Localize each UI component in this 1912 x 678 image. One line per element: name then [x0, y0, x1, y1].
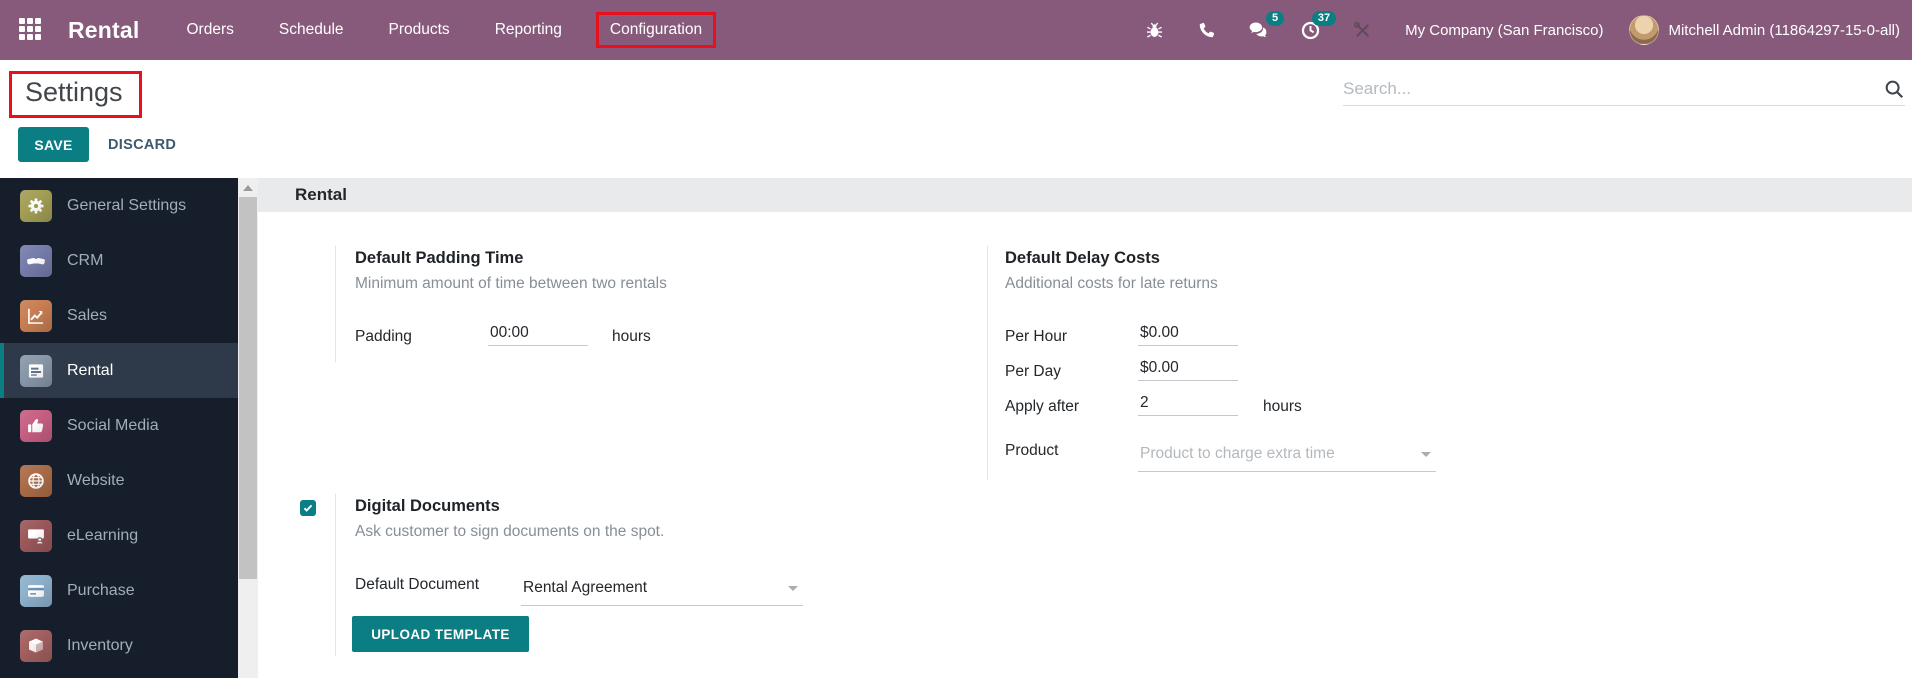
gear-icon	[20, 189, 52, 222]
bug-icon[interactable]	[1143, 19, 1165, 41]
sidebar-item-label: Purchase	[67, 581, 135, 599]
box-icon	[20, 629, 52, 662]
scroll-up-icon[interactable]	[243, 185, 253, 191]
avatar	[1629, 15, 1660, 45]
app-brand[interactable]: Rental	[68, 16, 140, 43]
section-title: Rental	[295, 185, 347, 204]
sidebar-item-label: Rental	[67, 361, 114, 379]
sidebar-item-sales[interactable]: Sales	[0, 288, 238, 343]
rental-card-icon	[20, 354, 52, 387]
product-label: Product	[1005, 442, 1059, 459]
sidebar-item-label: General Settings	[67, 196, 187, 214]
credit-card-icon	[20, 574, 52, 607]
upload-template-button[interactable]: UPLOAD TEMPLATE	[352, 616, 529, 652]
settings-title-annotation-box: Settings	[9, 71, 142, 118]
phone-icon[interactable]	[1195, 19, 1217, 41]
setting-box-border	[335, 246, 336, 362]
nav-item-products[interactable]: Products	[388, 21, 450, 38]
main-area: General Settings CRM Sales Rental Social…	[0, 178, 1912, 678]
user-menu[interactable]: Mitchell Admin (11864297-15-0-all)	[1629, 15, 1900, 45]
search-bar	[1343, 74, 1905, 106]
sidebar-item-label: Inventory	[67, 636, 133, 654]
default-document-select[interactable]: Rental Agreement	[521, 576, 803, 606]
globe-icon	[20, 464, 52, 497]
page-title: Settings	[25, 77, 123, 107]
scrollbar-thumb[interactable]	[239, 197, 257, 579]
messages-badge: 5	[1265, 11, 1285, 26]
sidebar-item-elearning[interactable]: eLearning	[0, 508, 238, 563]
user-name: Mitchell Admin (11864297-15-0-all)	[1668, 21, 1900, 39]
vertical-scrollbar[interactable]	[238, 178, 258, 678]
messages-icon[interactable]: 5	[1247, 11, 1285, 41]
digital-documents-checkbox[interactable]	[300, 500, 316, 516]
per-hour-label: Per Hour	[1005, 328, 1068, 345]
sidebar-item-crm[interactable]: CRM	[0, 233, 238, 288]
sidebar-item-purchase[interactable]: Purchase	[0, 563, 238, 618]
settings-content: Rental Default Padding Time Minimum amou…	[258, 178, 1912, 678]
thumbs-up-icon	[20, 409, 52, 442]
setting-description: Minimum amount of time between two renta…	[355, 275, 667, 292]
sidebar-item-label: Social Media	[67, 416, 159, 434]
top-navigation: Orders Schedule Products Reporting Confi…	[186, 12, 717, 48]
activities-badge: 37	[1311, 11, 1337, 26]
nav-item-orders[interactable]: Orders	[186, 21, 234, 38]
topbar: Rental Orders Schedule Products Reportin…	[0, 0, 1912, 60]
section-header: Rental	[258, 178, 1912, 212]
default-document-value: Rental Agreement	[523, 579, 648, 596]
setting-description: Additional costs for late returns	[1005, 275, 1218, 292]
search-icon[interactable]	[1883, 78, 1905, 105]
sidebar-item-general-settings[interactable]: General Settings	[0, 178, 238, 233]
sidebar-item-rental[interactable]: Rental	[0, 343, 238, 398]
apply-after-unit-label: hours	[1263, 398, 1302, 415]
setting-box-border	[335, 494, 336, 656]
product-select-placeholder: Product to charge extra time	[1140, 445, 1335, 462]
product-select[interactable]: Product to charge extra time	[1138, 442, 1436, 472]
setting-description: Ask customer to sign documents on the sp…	[355, 523, 665, 540]
sidebar-item-inventory[interactable]: Inventory	[0, 618, 238, 673]
padding-field-label: Padding	[355, 328, 412, 345]
per-day-input[interactable]	[1138, 358, 1238, 381]
per-hour-input[interactable]	[1138, 323, 1238, 346]
nav-item-configuration[interactable]: Configuration	[595, 12, 717, 48]
sidebar-item-label: Website	[67, 471, 125, 489]
save-button[interactable]: SAVE	[18, 127, 89, 162]
company-switcher[interactable]: My Company (San Francisco)	[1405, 21, 1604, 39]
settings-sidebar: General Settings CRM Sales Rental Social…	[0, 178, 238, 678]
line-chart-icon	[20, 299, 52, 332]
apply-after-label: Apply after	[1005, 398, 1080, 415]
padding-input[interactable]	[488, 323, 588, 346]
setting-box-border	[987, 246, 988, 480]
topbar-right: 5 37 My Company (San Francisco) Mitchell…	[1113, 11, 1900, 45]
chevron-down-icon	[1421, 452, 1431, 457]
nav-item-schedule[interactable]: Schedule	[278, 21, 344, 38]
handshake-icon	[20, 244, 52, 277]
apps-menu-icon[interactable]	[19, 18, 43, 42]
chevron-down-icon	[788, 586, 798, 591]
setting-title-digital-documents: Digital Documents	[355, 497, 500, 515]
padding-unit-label: hours	[612, 328, 651, 345]
per-day-label: Per Day	[1005, 363, 1061, 380]
default-document-label: Default Document	[355, 576, 480, 593]
sidebar-item-label: Sales	[67, 306, 108, 324]
sidebar-item-label: CRM	[67, 251, 104, 269]
apply-after-input[interactable]	[1138, 393, 1238, 416]
nav-item-reporting[interactable]: Reporting	[494, 21, 562, 38]
sidebar-item-social-media[interactable]: Social Media	[0, 398, 238, 453]
setting-title-default-delay-costs: Default Delay Costs	[1005, 249, 1160, 267]
tools-icon[interactable]	[1351, 19, 1373, 41]
search-input[interactable]	[1343, 74, 1863, 104]
control-panel: Settings SAVE DISCARD	[0, 60, 1912, 178]
presentation-icon	[20, 519, 52, 552]
activities-icon[interactable]: 37	[1299, 11, 1337, 41]
discard-button[interactable]: DISCARD	[108, 127, 176, 162]
setting-title-default-padding-time: Default Padding Time	[355, 249, 524, 267]
sidebar-item-label: eLearning	[67, 526, 139, 544]
sidebar-item-website[interactable]: Website	[0, 453, 238, 508]
